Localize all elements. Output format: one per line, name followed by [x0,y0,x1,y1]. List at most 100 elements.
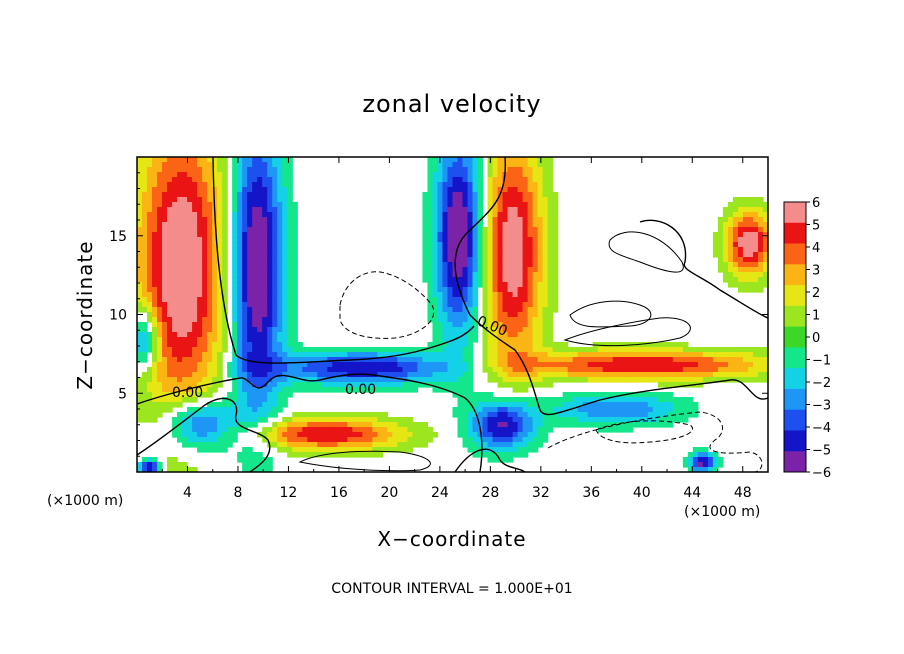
heat-cell [257,172,263,178]
heat-cell [427,282,434,288]
heat-cell [357,377,363,383]
heat-cell [282,342,288,348]
heat-cell [157,162,163,168]
heat-cell [247,342,253,348]
heat-cell [492,357,499,363]
heat-cell [277,272,283,278]
heat-cell [412,422,419,428]
heat-cell [157,272,163,278]
heat-cell [672,367,679,373]
heat-cell [652,407,659,413]
heat-cell [147,252,153,258]
heat-cell [562,352,569,358]
heat-cell [162,357,168,363]
heat-cell [477,162,484,168]
heat-cell [512,277,519,283]
heat-cell [187,272,193,278]
heat-cell [172,222,178,228]
heat-cell [507,417,514,423]
heat-cell [167,197,173,203]
heat-cell [752,202,759,208]
heat-cell [182,172,188,178]
heat-cell [187,372,193,378]
heat-cell [252,262,258,268]
heat-cell [647,422,654,428]
heat-cell [537,307,544,313]
heat-cell [197,237,203,243]
heat-cell [172,277,178,283]
heat-cell [457,347,464,353]
heat-cell [467,282,474,288]
heat-cell [287,432,293,438]
heat-cell [187,162,193,168]
heat-cell [192,292,198,298]
heat-cell [272,237,278,243]
heat-cell [527,252,534,258]
heat-cell [382,377,388,383]
heat-cell [212,377,218,383]
heat-cell [697,462,704,468]
heat-cell [607,392,614,398]
heat-cell [177,392,183,398]
heat-cell [547,382,554,388]
heat-cell [287,442,293,448]
heat-cell [162,347,168,353]
heat-cell [422,422,429,428]
heat-cell [542,192,549,198]
heat-cell [147,167,153,173]
heat-cell [497,292,504,298]
heat-cell [552,222,559,228]
heat-cell [752,377,759,383]
zero-contour-left-plume [212,157,475,364]
heat-cell [442,202,449,208]
heat-cell [432,242,439,248]
heat-cell [177,467,183,472]
heat-cell [277,352,283,358]
heat-cell [137,172,143,178]
heat-cell [202,282,208,288]
heat-cell [672,417,679,423]
heat-cell [447,217,454,223]
heat-cell [187,252,193,258]
heat-cell [372,412,378,418]
heat-cell [497,342,504,348]
heat-cell [757,212,764,218]
heat-cell [667,362,674,368]
heat-cell [147,407,153,413]
heat-cell [527,327,534,333]
heat-cell [757,207,764,213]
heat-cell [467,212,474,218]
heat-cell [247,402,253,408]
heat-cell [242,267,248,273]
heat-cell [152,292,158,298]
heat-cell [747,257,754,263]
heat-cell [287,437,293,443]
heat-cell [422,222,429,228]
heat-cell [527,382,534,388]
heat-cell [427,277,434,283]
heat-cell [242,337,248,343]
heat-cell [197,207,203,213]
heat-cell [607,407,614,413]
heat-cell [277,442,283,448]
heat-cell [472,217,479,223]
heat-cell [482,392,489,398]
heat-cell [512,172,519,178]
heat-cell [627,352,634,358]
heat-cell [152,252,158,258]
heat-cell [467,237,474,243]
heat-cell [167,257,173,263]
heat-cell [547,277,554,283]
heat-cell [432,247,439,253]
heat-cell [507,447,514,453]
heat-cell [362,447,368,453]
heat-cell [167,407,173,413]
heat-cell [292,232,298,238]
heat-cell [232,257,238,263]
heat-cell [272,367,278,373]
heat-cell [247,282,253,288]
heat-cell [507,162,514,168]
heat-cell [232,252,238,258]
heat-cell [212,267,218,273]
heat-cell [442,332,449,338]
